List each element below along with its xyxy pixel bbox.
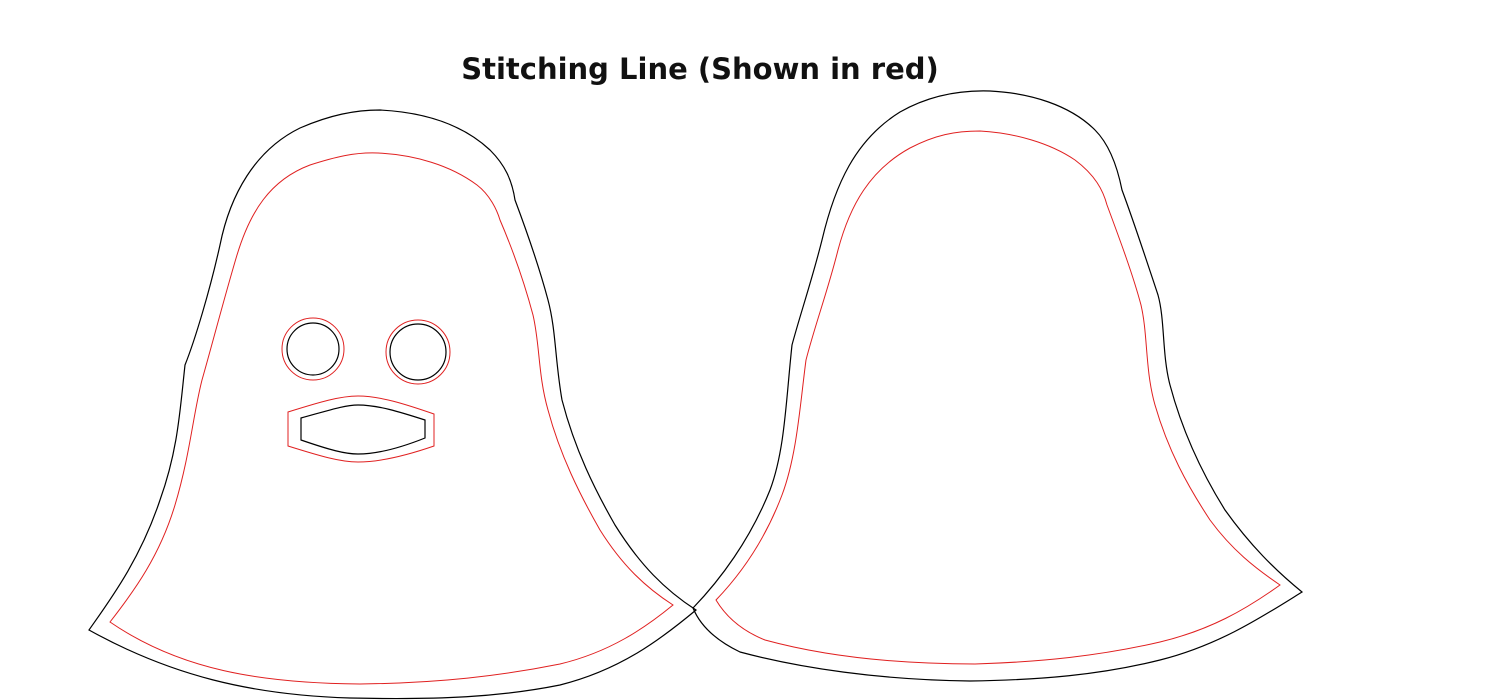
mouth-stitch-line: [287, 395, 435, 463]
back-piece-stitch-line: [715, 130, 1281, 665]
mouth-cut-line: [300, 404, 426, 455]
left-eye-stitch-line: [281, 317, 345, 381]
diagram-title: Stitching Line (Shown in red): [461, 52, 939, 86]
right-eye-stitch-line: [385, 319, 451, 385]
front-piece-cut-line: [88, 109, 698, 700]
front-piece: [88, 109, 698, 700]
left-eye-cut-line: [286, 322, 340, 376]
back-piece: [692, 90, 1304, 682]
back-piece-cut-line: [692, 90, 1304, 682]
front-piece-stitch-line: [109, 152, 674, 685]
right-eye-cut-line: [389, 323, 447, 381]
